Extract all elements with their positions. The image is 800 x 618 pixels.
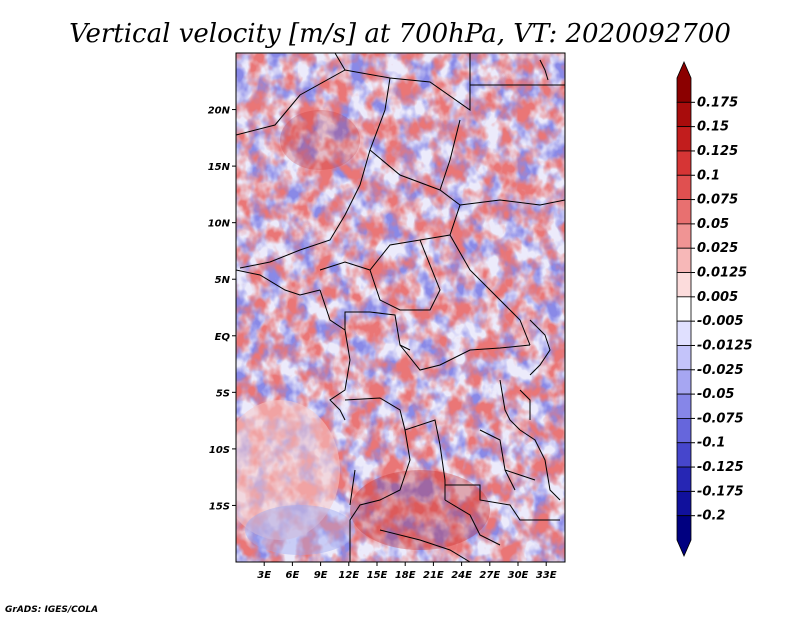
colorbar-segment: [676, 393, 692, 419]
colorbar-segment: [676, 296, 692, 322]
x-tick-label: 3E: [257, 570, 271, 581]
y-tick-label: 15S: [209, 501, 230, 512]
colorbar-segment: [676, 490, 692, 517]
y-tick-label: 5S: [216, 388, 230, 399]
colorbar-label: -0.005: [697, 314, 744, 329]
colorbar-segment: [676, 150, 692, 176]
colorbar-segment: [676, 101, 692, 128]
colorbar-label: 0.0125: [697, 266, 747, 281]
y-tick-label: 10N: [208, 219, 231, 230]
colorbar-label: -0.1: [697, 436, 725, 451]
y-tick-label: 10S: [209, 445, 230, 456]
x-tick-label: 21E: [423, 570, 444, 581]
plot-area: [236, 53, 565, 562]
colorbar-label: 0.075: [697, 193, 738, 208]
x-tick-label: 15E: [367, 570, 388, 581]
x-tick-label: 9E: [314, 570, 328, 581]
y-tick-label: 15N: [208, 162, 231, 173]
x-axis: 3E 6E 9E 12E 15E 18E 21E 24E 27E 30E 33E: [257, 562, 557, 581]
x-tick-label: 18E: [395, 570, 416, 581]
colorbar-segment: [676, 247, 692, 273]
y-tick-label: 5N: [215, 275, 231, 286]
colorbar-label: -0.125: [697, 460, 744, 475]
colorbar-segment: [676, 442, 692, 468]
colorbar-label: 0.025: [697, 241, 738, 256]
plot-border: [235, 52, 566, 563]
colorbar-segment: [676, 515, 692, 557]
chart-title: Vertical velocity [m/s] at 700hPa, VT: 2…: [69, 19, 731, 49]
colorbar: 0.175 0.15 0.125 0.1 0.075 0.05 0.025 0.0125 0.0…: [676, 61, 753, 557]
x-tick-label: 24E: [451, 570, 472, 581]
x-tick-label: 6E: [286, 570, 300, 581]
x-tick-label: 33E: [536, 570, 557, 581]
colorbar-label: -0.0125: [697, 338, 753, 353]
pale-red-region-southwest: [236, 400, 340, 540]
x-tick-label: 27E: [479, 570, 500, 581]
colorbar-label: -0.175: [697, 484, 744, 499]
colorbar-label: 0.15: [697, 120, 729, 135]
colorbar-segment: [676, 272, 692, 298]
colorbar-label: 0.05: [697, 217, 729, 232]
colorbar-label: -0.025: [697, 363, 744, 378]
colorbar-segment: [676, 126, 692, 152]
colorbar-segment: [676, 174, 692, 200]
y-tick-label: 20N: [208, 106, 231, 117]
colorbar-segment: [676, 199, 692, 225]
red-region-south: [350, 470, 490, 550]
colorbar-label: -0.2: [697, 509, 725, 524]
colorbar-segment: [676, 320, 692, 346]
colorbar-label: -0.075: [697, 411, 744, 426]
blue-region-southwest: [245, 505, 355, 555]
colorbar-label: 0.175: [697, 95, 738, 110]
colorbar-segment: [676, 466, 692, 492]
red-region-north: [280, 110, 360, 170]
colorbar-segment: [676, 345, 692, 371]
y-axis: 20N 15N 10N 5N EQ 5S 10S 15S: [208, 106, 236, 512]
x-tick-label: 12E: [338, 570, 359, 581]
colorbar-label: 0.125: [697, 144, 738, 159]
x-tick-label: 30E: [508, 570, 529, 581]
boundaries: [236, 53, 565, 562]
credit-label: GrADS: IGES/COLA: [5, 605, 98, 615]
colorbar-label: -0.05: [697, 387, 734, 402]
colorbar-segment: [676, 61, 692, 103]
colorbar-label: 0.1: [697, 168, 720, 183]
colorbar-segment: [676, 418, 692, 444]
colorbar-segment: [676, 223, 692, 249]
y-tick-label: EQ: [215, 332, 231, 343]
colorbar-segment: [676, 369, 692, 395]
colorbar-label: 0.005: [697, 290, 738, 305]
